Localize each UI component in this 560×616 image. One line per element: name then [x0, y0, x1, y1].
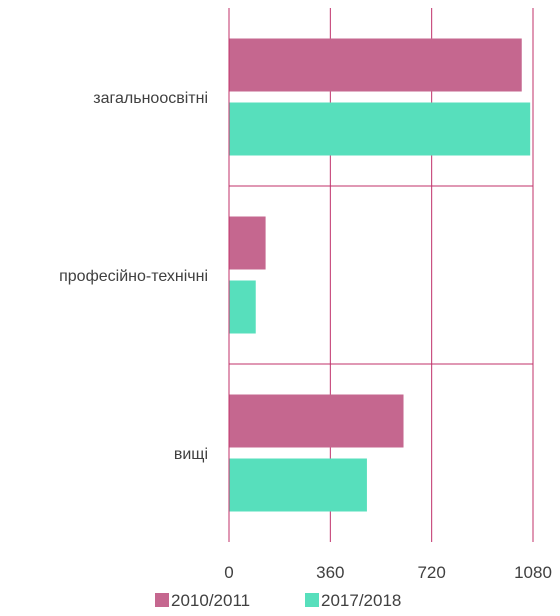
- x-tick-label: 1080: [514, 563, 552, 582]
- bar-series-1: [229, 38, 522, 92]
- bar-series-2: [229, 458, 367, 512]
- bar-series-2: [229, 102, 531, 156]
- bar-series-2: [229, 280, 256, 334]
- legend: 2010/2011 2017/2018: [155, 591, 401, 610]
- bars: [228, 8, 531, 542]
- category-labels: загальноосвітні професійно-технічні вищі: [59, 90, 208, 463]
- legend-label: 2010/2011: [171, 591, 250, 610]
- category-label: професійно-технічні: [59, 268, 208, 285]
- legend-swatch: [305, 593, 319, 607]
- x-tick-label: 360: [316, 563, 344, 582]
- bar-series-1: [229, 216, 266, 270]
- legend-label: 2017/2018: [321, 591, 401, 610]
- x-axis-tick-labels: 0 360 720 1080: [224, 563, 552, 582]
- category-label: загальноосвітні: [93, 90, 208, 107]
- x-tick-label: 720: [417, 563, 445, 582]
- x-tick-label: 0: [224, 563, 233, 582]
- legend-swatch: [155, 593, 169, 607]
- bar-series-1: [229, 394, 404, 448]
- category-label: вищі: [174, 446, 208, 463]
